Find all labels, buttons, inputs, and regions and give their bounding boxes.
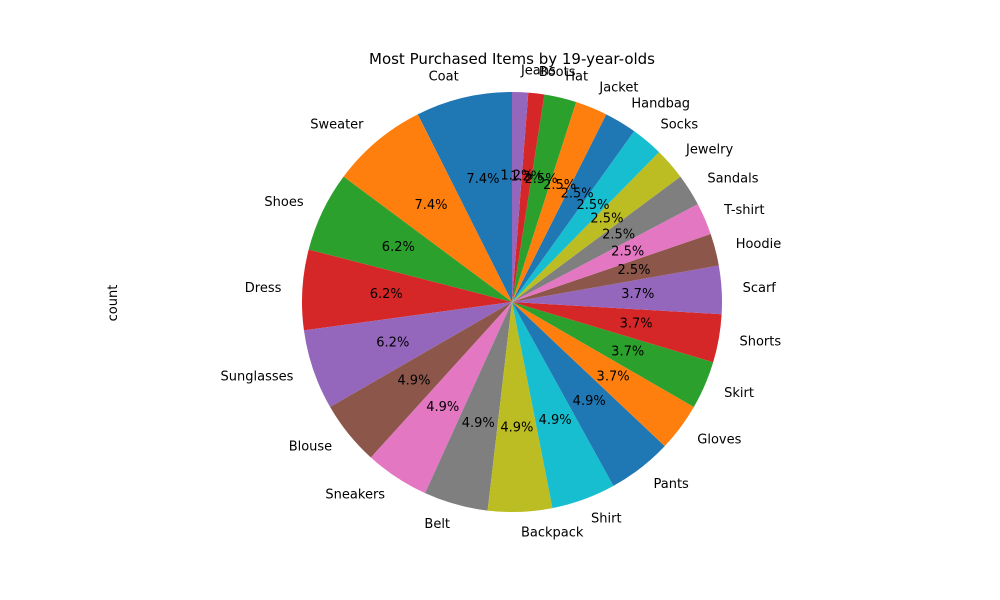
category-label-handbag: Handbag [631,97,690,112]
percent-label-gloves: 3.7% [597,370,630,385]
percent-label-scarf: 3.7% [621,287,654,302]
pie-slice-scarf [512,265,723,315]
pie-slice-belt [425,302,512,511]
pie-slice-jeans [512,92,529,302]
pie-slice-handbag [512,114,635,302]
category-label-dress: Dress [245,281,282,296]
pie-slice-hat [512,94,577,303]
pie-slice-pants [512,302,665,486]
percent-label-pants: 4.9% [573,394,606,409]
percent-label-shirt: 4.9% [539,413,572,428]
category-label-jewelry: Jewelry [685,143,733,158]
pie-slice-dress [302,249,512,331]
category-label-scarf: Scarf [743,281,777,296]
category-label-jeans: Jeans [520,64,556,79]
percent-label-shoes: 6.2% [382,240,415,255]
pie-slice-t-shirt [512,204,711,302]
chart-title: Most Purchased Items by 19-year-olds [369,50,655,68]
percent-label-sneakers: 4.9% [426,400,459,415]
pie-slice-coat [417,92,512,302]
category-label-shoes: Shoes [264,195,303,210]
category-label-hat: Hat [565,70,588,85]
category-label-t-shirt: T-shirt [723,203,765,218]
percent-label-skirt: 3.7% [611,344,644,359]
pie-slice-gloves [512,302,694,447]
category-label-shirt: Shirt [591,512,622,527]
pie-slice-sneakers [370,302,512,494]
category-label-skirt: Skirt [724,386,754,401]
pie-slice-blouse [330,302,512,458]
percent-label-coat: 7.4% [466,172,499,187]
category-label-belt: Belt [424,517,450,532]
category-label-boots: Boots [539,65,576,80]
category-label-sneakers: Sneakers [325,487,385,502]
percent-label-jewelry: 2.5% [590,212,623,227]
percent-label-sunglasses: 6.2% [376,335,409,350]
percent-label-dress: 6.2% [370,287,403,302]
percent-label-blouse: 4.9% [397,374,430,389]
category-label-shorts: Shorts [739,335,781,350]
category-label-pants: Pants [654,477,690,492]
percent-label-socks: 2.5% [576,198,609,213]
percent-label-jeans: 1.2% [500,169,533,184]
percent-label-sandals: 2.5% [602,227,635,242]
pie-slice-sweater [343,114,512,302]
pie-slice-shoes [308,176,512,302]
category-labels: Coat Sweater Shoes Dress Sunglasses Blouse Sne… [221,64,782,541]
pie-slices [302,92,723,512]
category-label-sweater: Sweater [310,118,364,133]
pie-slice-skirt [512,302,714,407]
category-label-socks: Socks [660,118,698,133]
category-label-coat: Coat [429,70,459,85]
category-label-sunglasses: Sunglasses [221,369,294,384]
pie-slice-shorts [512,302,722,363]
category-label-hoodie: Hoodie [736,237,782,252]
pie-slice-backpack [487,302,553,512]
category-label-sandals: Sandals [707,171,758,186]
pie-slice-shirt [512,302,614,509]
percent-label-boots: 1.2% [510,169,543,184]
pie-slice-hoodie [512,234,719,302]
percent-label-hoodie: 2.5% [618,263,651,278]
percent-label-jacket: 2.5% [543,178,576,193]
pie-slice-socks [512,131,660,302]
pie-slice-boots [512,92,545,302]
category-label-jacket: Jacket [598,81,638,96]
percent-label-belt: 4.9% [462,416,495,431]
category-label-blouse: Blouse [289,440,333,455]
pie-slice-sandals [512,176,698,302]
category-label-gloves: Gloves [697,432,741,447]
pie-slice-sunglasses [303,302,512,407]
y-axis-label: count [106,285,121,322]
pie-slice-jacket [512,102,607,302]
percent-label-t-shirt: 2.5% [611,245,644,260]
pie-slice-jewelry [512,152,681,302]
percent-label-sweater: 7.4% [414,198,447,213]
percent-label-shorts: 3.7% [620,316,653,331]
percent-labels: 7.4%7.4%6.2%6.2%6.2%4.9%4.9%4.9% 4.9%4.9%… [370,169,655,436]
percent-label-hat: 2.5% [525,172,558,187]
category-label-backpack: Backpack [521,525,584,540]
percent-label-backpack: 4.9% [500,420,533,435]
percent-label-handbag: 2.5% [561,187,594,202]
